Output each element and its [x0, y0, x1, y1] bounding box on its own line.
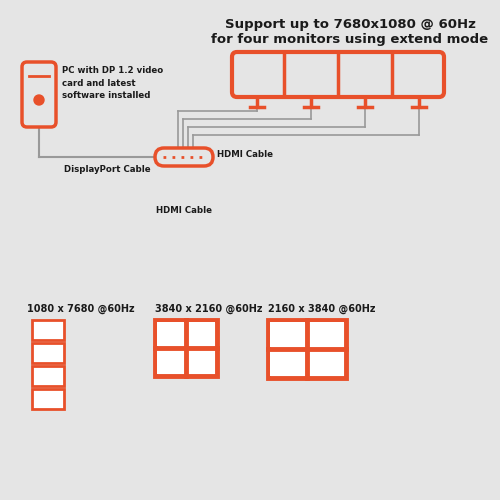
Bar [188, 322, 215, 346]
Bar [32, 320, 64, 340]
Text: for four monitors using extend mode: for four monitors using extend mode [212, 33, 488, 46]
FancyBboxPatch shape [155, 148, 213, 166]
Bar [270, 351, 305, 376]
Text: HDMI Cable: HDMI Cable [156, 206, 212, 215]
Bar [188, 350, 215, 374]
FancyBboxPatch shape [22, 62, 56, 127]
Text: DisplayPort Cable: DisplayPort Cable [64, 165, 151, 174]
Bar [32, 343, 64, 363]
Bar [32, 389, 64, 409]
Text: 2160 x 3840 @60Hz: 2160 x 3840 @60Hz [268, 304, 376, 314]
Bar [157, 322, 184, 346]
Text: PC with DP 1.2 video
card and latest
software installed: PC with DP 1.2 video card and latest sof… [62, 66, 163, 100]
Bar [157, 350, 184, 374]
Bar [309, 351, 344, 376]
FancyBboxPatch shape [232, 52, 444, 97]
Bar [270, 322, 305, 347]
Text: Support up to 7680x1080 @ 60Hz: Support up to 7680x1080 @ 60Hz [224, 18, 476, 31]
Text: 1080 x 7680 @60Hz: 1080 x 7680 @60Hz [27, 304, 134, 314]
Bar [309, 322, 344, 347]
Bar [32, 366, 64, 386]
Bar [268, 320, 346, 378]
Text: 3840 x 2160 @60Hz: 3840 x 2160 @60Hz [155, 304, 262, 314]
Circle shape [34, 95, 44, 105]
Text: HDMI Cable: HDMI Cable [217, 150, 273, 159]
Bar [155, 320, 217, 376]
